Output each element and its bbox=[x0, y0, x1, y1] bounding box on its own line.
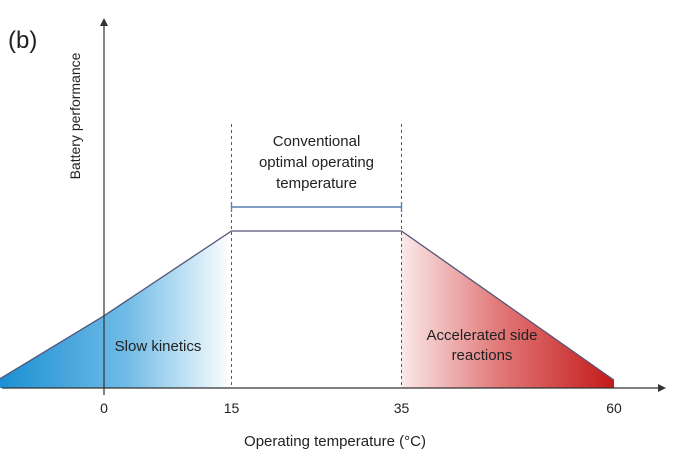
x-tick-label: 0 bbox=[100, 400, 108, 416]
y-axis-label: Battery performance bbox=[67, 52, 83, 179]
x-tick-label: 60 bbox=[606, 400, 622, 416]
panel-label: (b) bbox=[8, 27, 37, 54]
annotation-line: optimal operating bbox=[259, 154, 374, 171]
axes bbox=[2, 18, 666, 395]
x-tick-labels: 0 15 35 60 bbox=[100, 400, 622, 416]
x-tick-label: 15 bbox=[224, 400, 240, 416]
region-fills bbox=[0, 231, 614, 388]
optimal-range-guides bbox=[230, 124, 403, 388]
region-fill-hot bbox=[401, 231, 614, 388]
region-label-cold: Slow kinetics bbox=[115, 338, 202, 355]
performance-line bbox=[0, 230, 615, 381]
x-axis-label: Operating temperature (°C) bbox=[244, 433, 426, 450]
performance-outline bbox=[0, 230, 615, 381]
chart-labels: (b) Operating temperature (°C) Battery per… bbox=[8, 27, 537, 450]
annotation-line: Conventional bbox=[273, 133, 361, 150]
region-label-hot: Accelerated side reactions bbox=[427, 327, 538, 364]
annotation-line: temperature bbox=[276, 175, 357, 192]
x-tick-label: 35 bbox=[394, 400, 410, 416]
